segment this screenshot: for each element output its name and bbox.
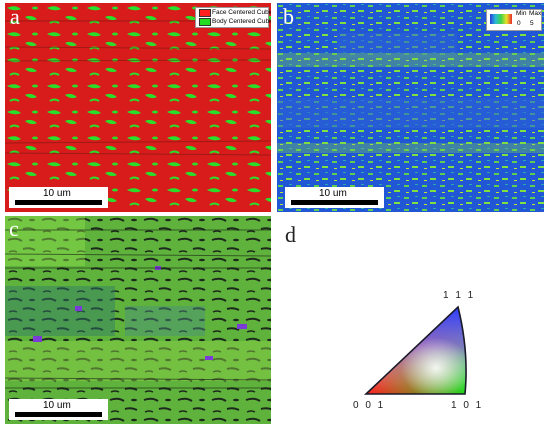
scale-bar-line-c <box>15 412 102 417</box>
ipf-label-001: 0 0 1 <box>353 400 386 411</box>
scale-bar-a: 10 um <box>9 187 108 208</box>
panel-label-a: a <box>10 4 20 29</box>
kam-min-label: Min <box>516 10 527 17</box>
ipf-legend-panel: d 1 1 1 0 0 1 1 0 1 <box>277 216 544 424</box>
panel-label-c: c <box>9 216 19 241</box>
panel-label-d: d <box>285 222 296 247</box>
legend-item-fcc: Face Centered Cubic <box>196 8 271 17</box>
scale-bar-line-b <box>291 200 378 205</box>
kam-min-value: 0 <box>517 20 521 27</box>
phase-map-image <box>5 3 271 212</box>
scale-bar-c: 10 um <box>9 399 108 420</box>
ipf-label-111: 1 1 1 <box>443 290 476 301</box>
ipf-color-triangle <box>363 305 467 395</box>
phase-map-panel: a Face Centered Cubic Body Centered Cubi… <box>5 3 271 212</box>
kam-color-key: Min Max 0 5 <box>486 9 542 31</box>
scale-bar-label-a: 10 um <box>43 188 71 199</box>
legend-label-fcc: Face Centered Cubic <box>212 9 271 16</box>
kam-color-scale <box>490 14 512 24</box>
panel-label-b: b <box>283 4 294 29</box>
ipf-label-101: 1 0 1 <box>451 400 484 411</box>
kam-map-panel: b Min Max 0 5 10 um <box>277 3 544 212</box>
scale-bar-line-a <box>15 200 102 205</box>
bcc-swatch <box>199 18 211 26</box>
kam-max-value: 5 <box>530 20 534 27</box>
phase-legend: Face Centered Cubic Body Centered Cubic <box>195 7 271 28</box>
kam-map-image <box>277 3 544 212</box>
scale-bar-label-c: 10 um <box>43 400 71 411</box>
scale-bar-label-b: 10 um <box>319 188 347 199</box>
ipf-map-panel: c 10 um <box>5 216 271 424</box>
ipf-map-image <box>5 216 271 424</box>
legend-item-bcc: Body Centered Cubic <box>196 17 271 26</box>
kam-max-label: Max <box>529 10 542 17</box>
legend-label-bcc: Body Centered Cubic <box>212 18 271 25</box>
fcc-swatch <box>199 9 211 17</box>
scale-bar-b: 10 um <box>285 187 384 208</box>
